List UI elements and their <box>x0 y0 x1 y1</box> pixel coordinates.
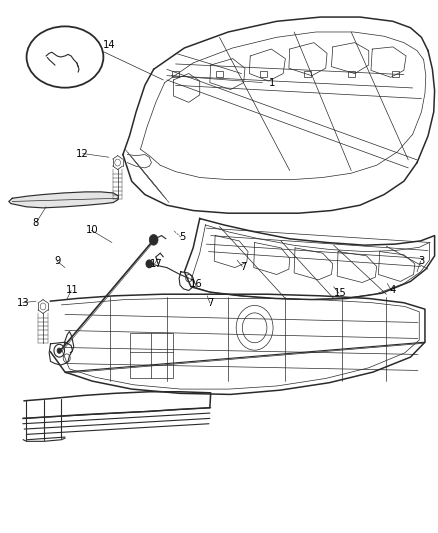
Circle shape <box>57 348 61 353</box>
Bar <box>215 71 223 77</box>
Text: 3: 3 <box>417 256 424 266</box>
Text: 16: 16 <box>190 279 203 288</box>
Text: 12: 12 <box>76 149 89 158</box>
Text: 13: 13 <box>17 298 29 308</box>
Text: 14: 14 <box>102 41 115 50</box>
Text: 8: 8 <box>33 218 39 228</box>
Bar <box>391 71 398 77</box>
Bar <box>172 71 179 77</box>
Bar <box>259 71 266 77</box>
Text: 9: 9 <box>54 256 60 266</box>
Text: 4: 4 <box>389 286 395 295</box>
Text: 11: 11 <box>66 286 79 295</box>
Bar <box>347 71 354 77</box>
Circle shape <box>149 235 158 245</box>
Text: 15: 15 <box>333 288 346 298</box>
Text: 7: 7 <box>240 262 246 271</box>
Bar <box>303 71 310 77</box>
Text: 10: 10 <box>86 225 98 235</box>
Text: 7: 7 <box>207 298 213 308</box>
Bar <box>129 333 173 378</box>
Text: 5: 5 <box>179 232 185 242</box>
Circle shape <box>146 260 152 268</box>
Polygon shape <box>9 192 118 208</box>
Text: 17: 17 <box>149 259 162 269</box>
Text: 1: 1 <box>268 78 275 87</box>
